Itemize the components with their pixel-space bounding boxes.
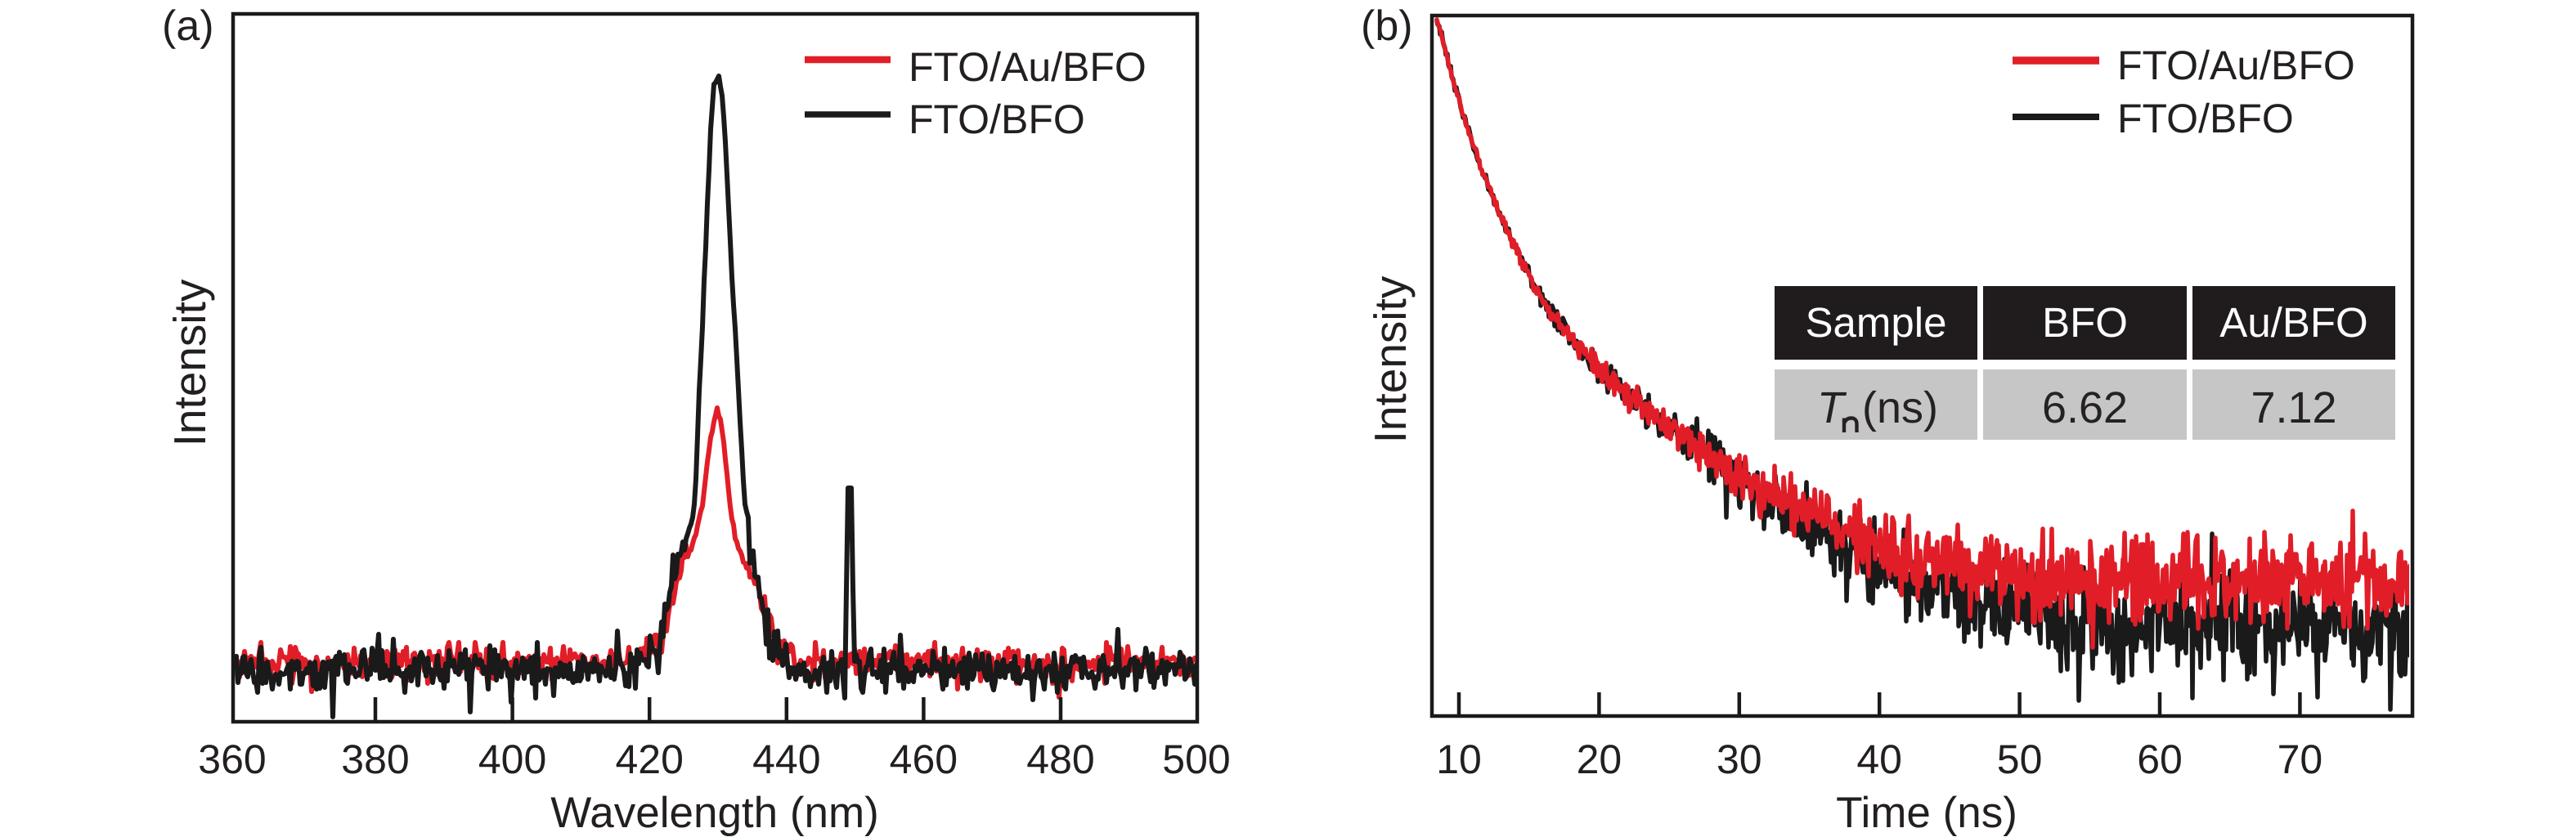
- svg-text:400: 400: [478, 736, 546, 782]
- svg-text:(ns): (ns): [1862, 383, 1938, 432]
- svg-text:440: 440: [752, 736, 820, 782]
- svg-text:460: 460: [890, 736, 958, 782]
- svg-text:6.62: 6.62: [2042, 383, 2128, 432]
- svg-text:50: 50: [1997, 736, 2043, 782]
- svg-text:60: 60: [2137, 736, 2183, 782]
- svg-text:(a): (a): [162, 2, 214, 50]
- svg-text:30: 30: [1717, 736, 1762, 782]
- svg-text:480: 480: [1026, 736, 1094, 782]
- svg-text:40: 40: [1856, 736, 1902, 782]
- svg-text:FTO/Au/BFO: FTO/Au/BFO: [909, 44, 1147, 90]
- svg-text:(b): (b): [1361, 2, 1413, 50]
- svg-text:380: 380: [341, 736, 409, 782]
- svg-text:FTO/Au/BFO: FTO/Au/BFO: [2117, 43, 2355, 88]
- svg-text:Intensity: Intensity: [1365, 275, 1416, 443]
- svg-text:Sample: Sample: [1806, 299, 1947, 346]
- svg-text:360: 360: [198, 736, 266, 782]
- svg-text:FTO/BFO: FTO/BFO: [2117, 96, 2294, 141]
- svg-text:7.12: 7.12: [2251, 383, 2336, 432]
- svg-text:70: 70: [2278, 736, 2323, 782]
- svg-text:Au/BFO: Au/BFO: [2219, 299, 2367, 346]
- svg-text:420: 420: [615, 736, 683, 782]
- svg-text:Wavelength (nm): Wavelength (nm): [550, 789, 879, 837]
- svg-text:10: 10: [1436, 736, 1482, 782]
- svg-text:20: 20: [1577, 736, 1622, 782]
- svg-text:Intensity: Intensity: [164, 279, 215, 446]
- svg-text:500: 500: [1162, 736, 1230, 782]
- svg-text:Time (ns): Time (ns): [1836, 789, 2017, 837]
- svg-text:FTO/BFO: FTO/BFO: [909, 96, 1085, 142]
- svg-text:BFO: BFO: [2042, 299, 2128, 346]
